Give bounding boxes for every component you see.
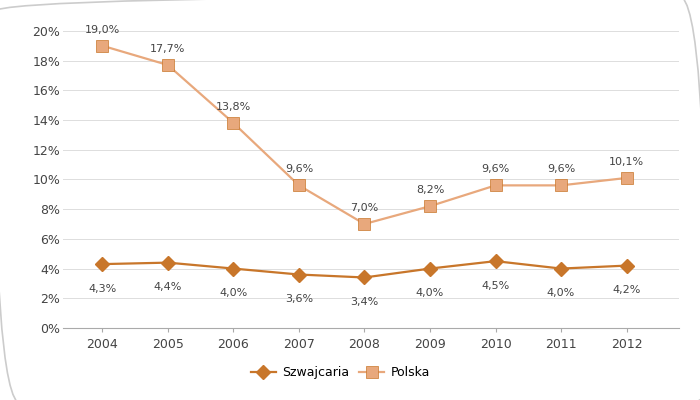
Text: 10,1%: 10,1% <box>609 157 644 167</box>
Text: 19,0%: 19,0% <box>85 25 120 35</box>
Text: 3,6%: 3,6% <box>285 294 313 304</box>
Text: 7,0%: 7,0% <box>350 203 379 213</box>
Text: 3,4%: 3,4% <box>350 297 379 307</box>
Text: 4,4%: 4,4% <box>154 282 182 292</box>
Text: 4,0%: 4,0% <box>219 288 248 298</box>
Text: 4,0%: 4,0% <box>416 288 444 298</box>
Text: 9,6%: 9,6% <box>547 164 575 174</box>
Text: 8,2%: 8,2% <box>416 185 444 195</box>
Text: 4,0%: 4,0% <box>547 288 575 298</box>
Text: 17,7%: 17,7% <box>150 44 186 54</box>
Text: 4,5%: 4,5% <box>482 280 510 290</box>
Text: 9,6%: 9,6% <box>482 164 510 174</box>
Text: 13,8%: 13,8% <box>216 102 251 112</box>
Text: 4,3%: 4,3% <box>88 284 116 294</box>
Legend: Szwajcaria, Polska: Szwajcaria, Polska <box>246 361 435 384</box>
Text: 9,6%: 9,6% <box>285 164 313 174</box>
Text: 4,2%: 4,2% <box>612 285 640 295</box>
